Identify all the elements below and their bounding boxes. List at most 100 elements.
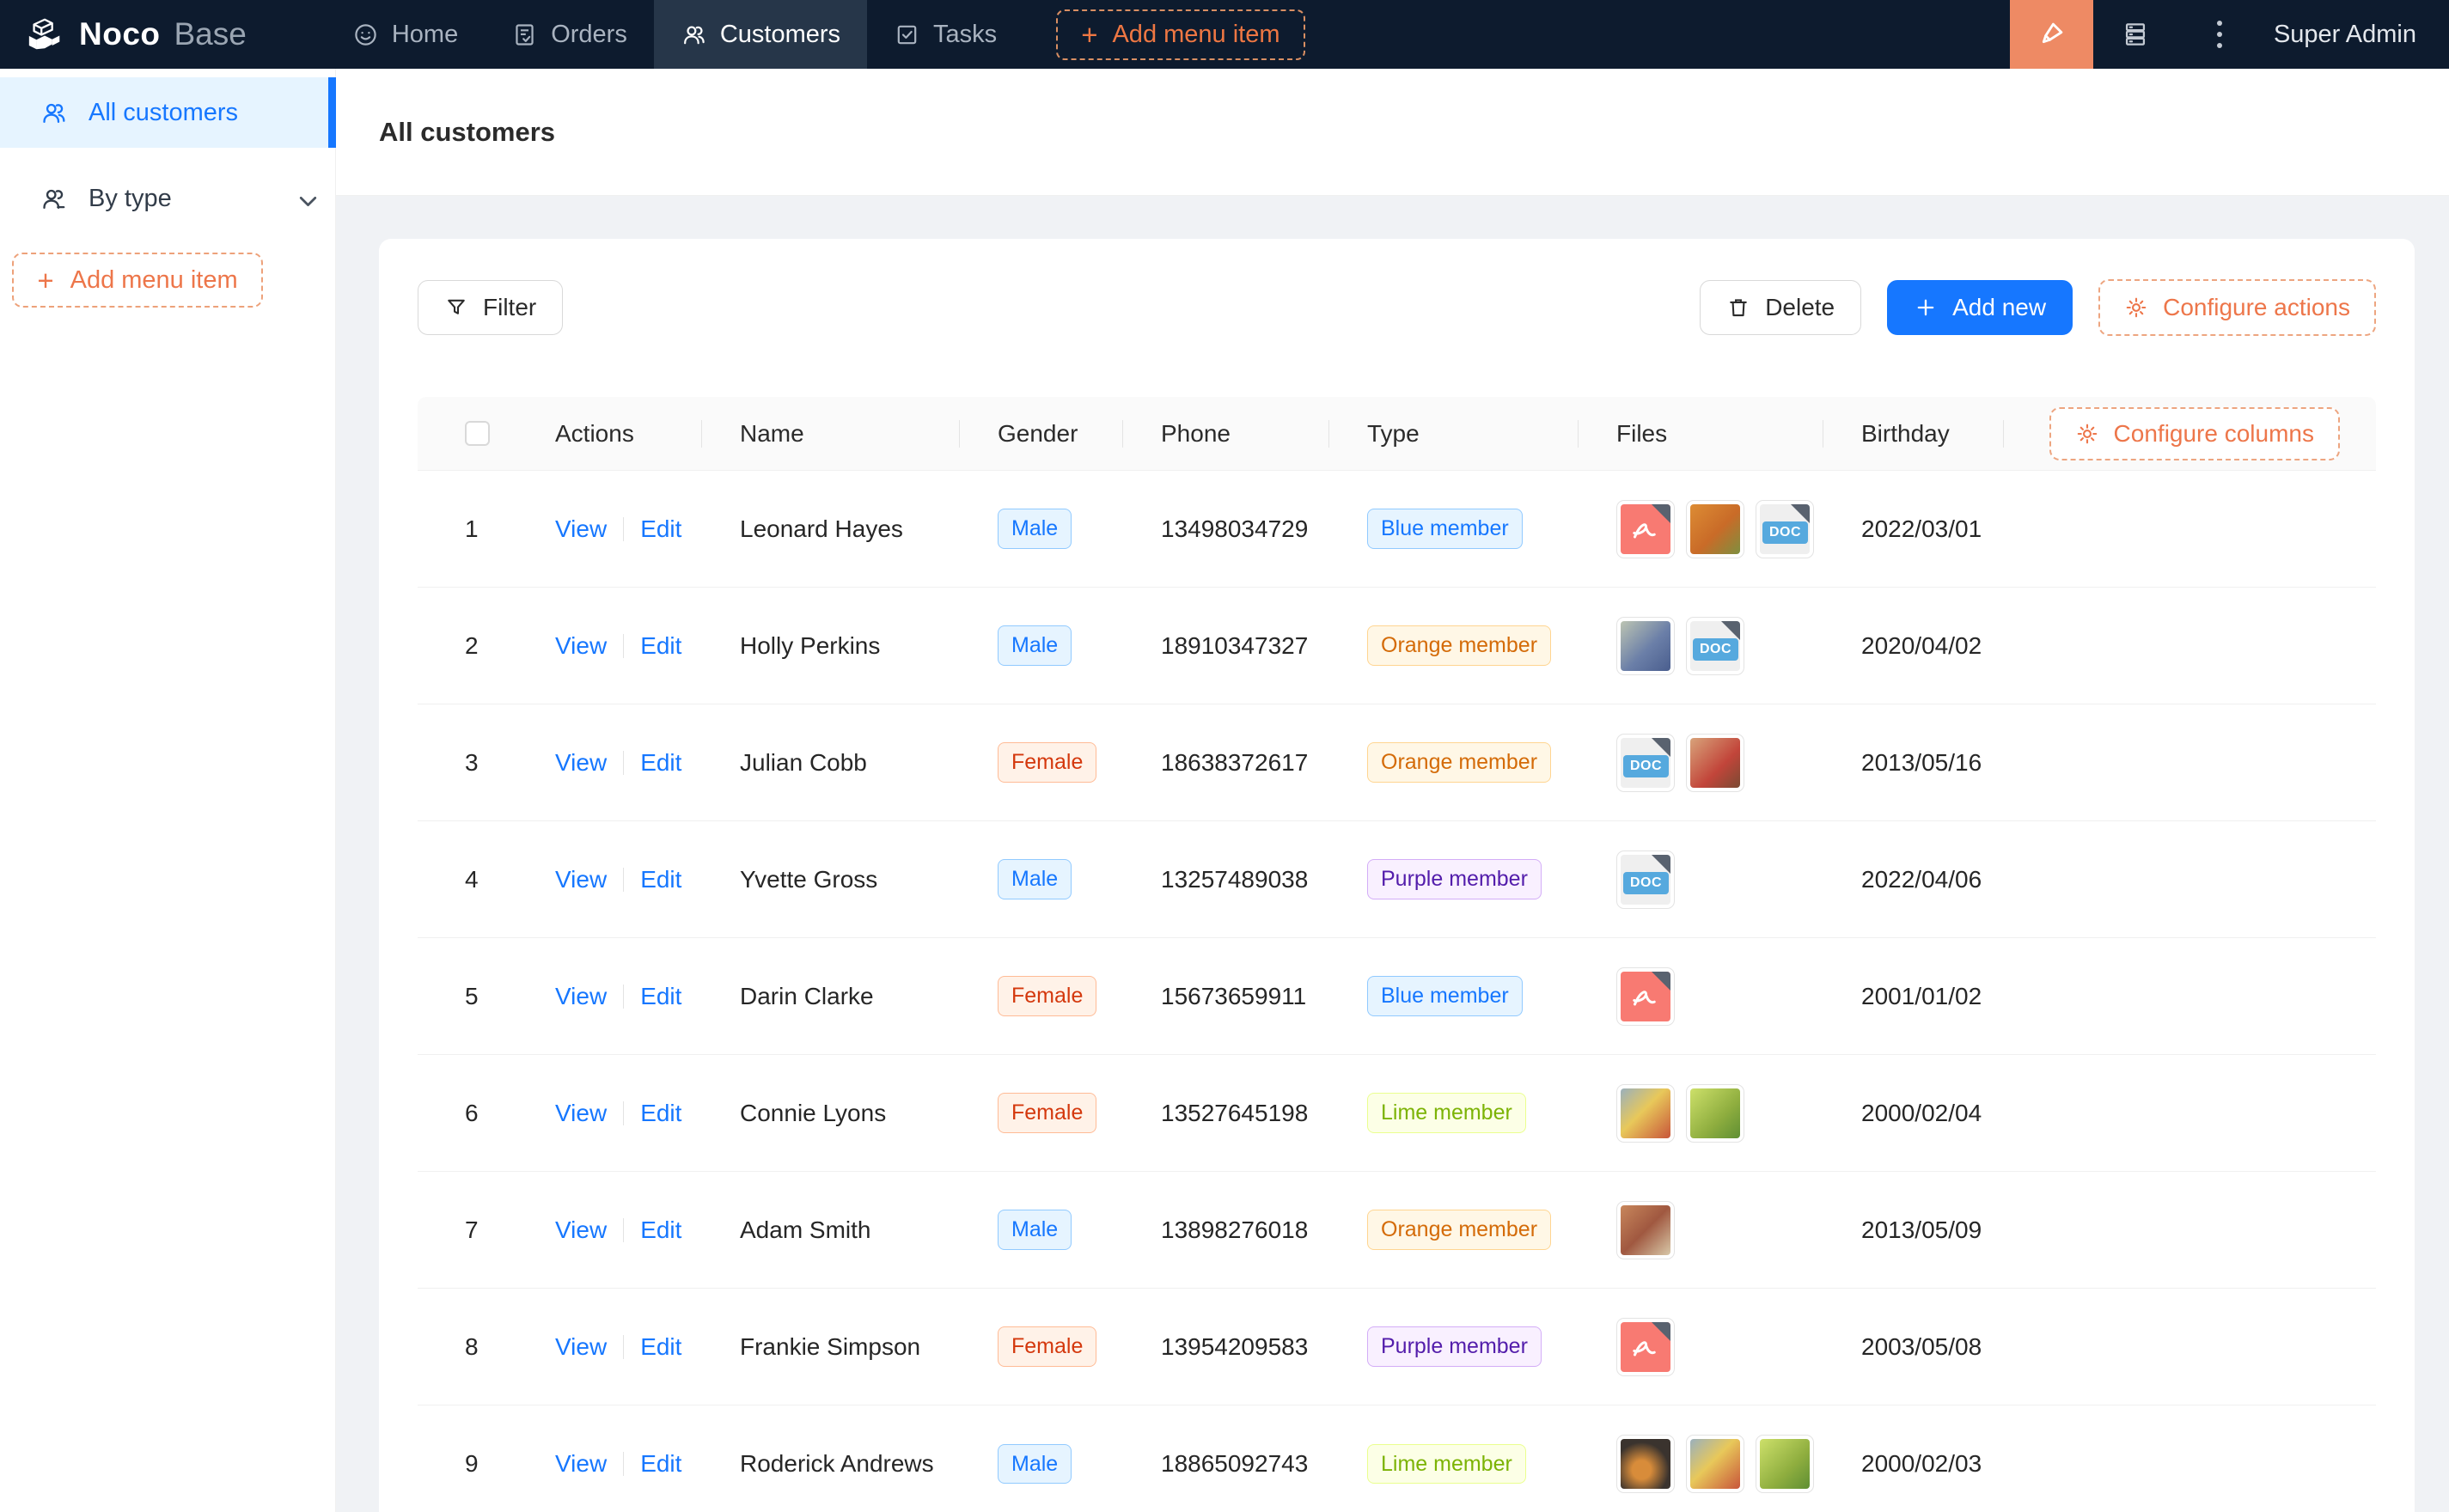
- nav-item-orders[interactable]: Orders: [485, 0, 654, 69]
- gender-tag: Female: [998, 742, 1097, 783]
- table-row: 6 View Edit Connie Lyons Female 13527645…: [418, 1055, 2376, 1172]
- gender-tag: Female: [998, 1093, 1097, 1133]
- gear-icon: [2075, 422, 2099, 446]
- member-type-tag: Orange member: [1367, 625, 1552, 666]
- view-link[interactable]: View: [555, 515, 608, 542]
- pdf-file-icon[interactable]: [1616, 1317, 1675, 1376]
- files-cell: [1578, 1083, 1823, 1143]
- filter-button-label: Filter: [483, 294, 537, 320]
- image-file-thumbnail[interactable]: [1616, 1200, 1675, 1259]
- files-cell: [1578, 966, 1823, 1026]
- nav-item-tasks[interactable]: Tasks: [867, 0, 1023, 69]
- image-file-thumbnail[interactable]: [1616, 616, 1675, 675]
- nav-item-customers[interactable]: Customers: [653, 0, 868, 69]
- phone-number: 13898276018: [1161, 1216, 1309, 1243]
- sidebar-item-all-customers[interactable]: All customers: [0, 77, 336, 148]
- sidebar-add-menu-item-button[interactable]: + Add menu item: [12, 253, 263, 308]
- phone-number: 13498034729: [1161, 515, 1309, 542]
- customers-table-card: Filter Delete: [379, 239, 2415, 1512]
- edit-link[interactable]: Edit: [640, 982, 682, 1009]
- files-cell: DOC: [1578, 733, 1823, 792]
- gear-icon: [2124, 296, 2148, 320]
- pdf-file-icon[interactable]: [1616, 966, 1675, 1026]
- member-type-tag: Lime member: [1367, 1093, 1526, 1133]
- nav-item-home[interactable]: Home: [326, 0, 485, 69]
- doc-file-icon[interactable]: DOC: [1616, 850, 1675, 909]
- view-link[interactable]: View: [555, 748, 608, 776]
- row-index: 6: [465, 1099, 479, 1126]
- view-link[interactable]: View: [555, 1450, 608, 1477]
- sidebar-item-by-type[interactable]: By type: [0, 163, 335, 234]
- nocobase-logo[interactable]: Noco Base: [0, 15, 255, 54]
- doc-file-icon[interactable]: DOC: [1686, 616, 1744, 675]
- edit-link[interactable]: Edit: [640, 1450, 682, 1477]
- edit-link[interactable]: Edit: [640, 865, 682, 893]
- edit-link[interactable]: Edit: [640, 1216, 682, 1243]
- nocobase-logo-icon: [26, 15, 65, 54]
- delete-button[interactable]: Delete: [1700, 280, 1862, 335]
- collections-button[interactable]: [2093, 0, 2177, 69]
- add-new-button[interactable]: Add new: [1887, 280, 2073, 335]
- main-content: All customers Filter: [336, 69, 2449, 1512]
- doc-file-icon[interactable]: DOC: [1616, 733, 1675, 792]
- current-user[interactable]: Super Admin: [2273, 20, 2416, 48]
- column-header-name: Name: [701, 397, 959, 470]
- view-link[interactable]: View: [555, 1332, 608, 1360]
- logo-text-bold: Noco: [79, 16, 161, 52]
- view-link[interactable]: View: [555, 1099, 608, 1126]
- image-file-thumbnail[interactable]: [1686, 1083, 1744, 1143]
- gender-tag: Male: [998, 509, 1072, 549]
- filter-button[interactable]: Filter: [418, 280, 564, 335]
- row-index: 2: [465, 631, 479, 659]
- image-file-thumbnail[interactable]: [1756, 1435, 1814, 1493]
- view-link[interactable]: View: [555, 982, 608, 1009]
- more-options-button[interactable]: [2177, 0, 2262, 69]
- topnav-right-actions: Super Admin: [2009, 0, 2449, 69]
- birthday-value: 2013/05/09: [1861, 1216, 1982, 1243]
- files-cell: DOC: [1578, 850, 1823, 909]
- table-row: 8 View Edit Frankie Simpson Female 13954…: [418, 1289, 2376, 1405]
- table-row: 5 View Edit Darin Clarke Female 15673659…: [418, 938, 2376, 1055]
- action-divider: [623, 984, 625, 1009]
- edit-link[interactable]: Edit: [640, 748, 682, 776]
- table-row: 3 View Edit Julian Cobb Female 186383726…: [418, 704, 2376, 821]
- select-all-checkbox[interactable]: [465, 421, 490, 446]
- edit-link[interactable]: Edit: [640, 631, 682, 659]
- birthday-value: 2001/01/02: [1861, 982, 1982, 1009]
- phone-number: 18910347327: [1161, 631, 1309, 659]
- users-icon: [40, 99, 68, 127]
- image-file-thumbnail[interactable]: [1616, 1435, 1675, 1493]
- nav-add-menu-item-button[interactable]: + Add menu item: [1056, 9, 1305, 60]
- ui-editor-button[interactable]: [2009, 0, 2093, 69]
- files-cell: [1578, 1435, 1823, 1493]
- row-actions: View Edit: [516, 866, 701, 893]
- edit-link[interactable]: Edit: [640, 1099, 682, 1126]
- users-type-icon: [40, 185, 68, 213]
- customer-name: Connie Lyons: [740, 1099, 887, 1126]
- sidebar-item-label: All customers: [89, 98, 239, 126]
- configure-columns-button[interactable]: Configure columns: [2049, 406, 2340, 460]
- action-divider: [623, 516, 625, 541]
- edit-link[interactable]: Edit: [640, 1332, 682, 1360]
- configure-actions-button[interactable]: Configure actions: [2098, 279, 2376, 336]
- files-cell: DOC: [1578, 499, 1823, 558]
- customer-name: Leonard Hayes: [740, 515, 903, 542]
- image-file-thumbnail[interactable]: [1686, 733, 1744, 792]
- action-divider: [623, 867, 625, 892]
- edit-link[interactable]: Edit: [640, 515, 682, 542]
- top-menu: Home Orders Customers: [326, 0, 1023, 69]
- sidebar-item-label: By type: [89, 184, 172, 212]
- row-actions: View Edit: [516, 632, 701, 660]
- gender-tag: Male: [998, 625, 1072, 666]
- view-link[interactable]: View: [555, 631, 608, 659]
- image-file-thumbnail[interactable]: [1616, 1083, 1675, 1143]
- image-file-thumbnail[interactable]: [1686, 499, 1744, 558]
- nav-add-menu-item-label: Add menu item: [1112, 20, 1280, 48]
- view-link[interactable]: View: [555, 865, 608, 893]
- pdf-file-icon[interactable]: [1616, 499, 1675, 558]
- doc-file-icon[interactable]: DOC: [1756, 499, 1814, 558]
- view-link[interactable]: View: [555, 1216, 608, 1243]
- phone-number: 18865092743: [1161, 1450, 1309, 1477]
- image-file-thumbnail[interactable]: [1686, 1435, 1744, 1493]
- action-divider: [623, 1217, 625, 1242]
